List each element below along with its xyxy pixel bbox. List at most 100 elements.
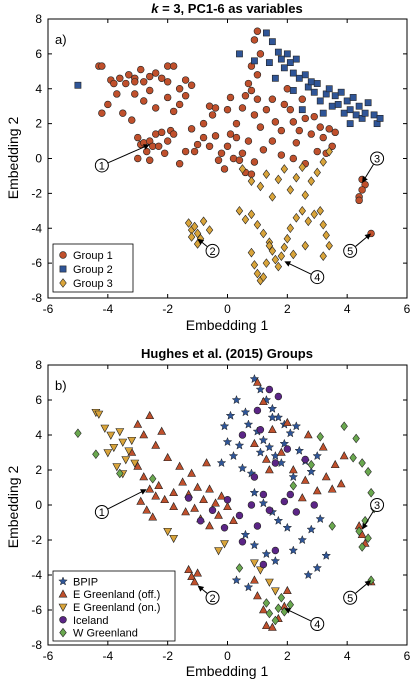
data-point [160, 149, 169, 157]
data-point [336, 479, 346, 488]
data-point [280, 497, 289, 506]
y-tick-label: 4 [35, 82, 42, 96]
data-point [301, 71, 309, 79]
data-point [279, 438, 290, 448]
data-point [280, 64, 288, 72]
data-point [325, 125, 333, 133]
panel-a-xlabel: Embedding 1 [186, 317, 269, 333]
data-point [142, 505, 152, 514]
data-point [151, 491, 161, 500]
callout-arrow-line [287, 262, 312, 275]
data-point [139, 472, 149, 481]
data-point [295, 74, 303, 82]
legend-marker [59, 265, 67, 273]
data-point [312, 486, 322, 495]
data-point [146, 86, 154, 95]
data-point [300, 475, 310, 484]
callout-circle [343, 590, 358, 605]
data-point [265, 608, 274, 619]
data-point [169, 62, 178, 70]
data-point [154, 480, 164, 490]
data-point [370, 111, 378, 119]
data-point [152, 69, 160, 77]
data-point [271, 459, 280, 467]
data-point [134, 154, 142, 163]
data-point [262, 105, 271, 114]
data-point [349, 94, 357, 101]
data-point [211, 104, 220, 112]
data-point [250, 111, 259, 119]
data-point [277, 126, 286, 135]
data-point [253, 591, 262, 600]
data-point [292, 212, 300, 223]
legend-marker [59, 278, 67, 288]
data-point [292, 139, 301, 147]
data-point [157, 74, 166, 82]
data-point [283, 85, 292, 93]
data-point [267, 622, 277, 631]
data-point [312, 562, 323, 573]
data-point [237, 463, 248, 473]
data-point [193, 140, 202, 149]
data-point [175, 461, 185, 470]
data-point [238, 431, 247, 439]
data-point [301, 240, 309, 251]
data-point [143, 147, 151, 156]
data-point [316, 123, 324, 131]
data-point [219, 421, 230, 431]
x-tick-label: 2 [284, 649, 291, 663]
data-point [306, 466, 317, 476]
data-point [146, 156, 154, 164]
x-tick-label: 4 [344, 302, 351, 316]
data-point [118, 438, 128, 447]
panel-a-title-rest: = 3, PC1-6 as variables [159, 1, 303, 16]
data-point [249, 373, 260, 384]
data-point [361, 109, 369, 117]
callout-arrow-head [284, 261, 292, 267]
panel-a-title: k = 3, PC1-6 as variables [151, 1, 302, 16]
data-point [364, 466, 372, 477]
data-point [256, 181, 265, 192]
data-point [259, 560, 268, 569]
data-point [208, 111, 217, 119]
data-point [325, 146, 333, 157]
data-point [193, 482, 202, 491]
data-point [125, 71, 133, 79]
data-point [136, 496, 146, 505]
panel-a: k = 3, PC1-6 as variables -6 -4 -2 0 2 4 6-8-6… [5, 1, 411, 333]
y-tick-label: 2 [35, 117, 42, 131]
data-point [134, 133, 142, 142]
y-tick-label: 8 [35, 12, 42, 26]
data-point [316, 206, 324, 216]
data-point [241, 92, 250, 100]
data-point [358, 458, 366, 468]
legend-entry: Group 1 [73, 250, 113, 262]
data-point [352, 433, 360, 444]
data-point [297, 534, 308, 545]
data-point [214, 156, 223, 164]
data-point [250, 438, 259, 448]
callout-circle [310, 617, 325, 631]
data-point [247, 176, 256, 186]
data-point [262, 29, 270, 37]
legend-entry: Group 3 [73, 278, 113, 290]
data-point [280, 164, 289, 174]
data-point [199, 133, 208, 142]
data-point [217, 149, 226, 157]
data-point [169, 130, 178, 138]
data-point [256, 50, 265, 58]
data-point [205, 142, 214, 150]
data-point [94, 410, 104, 419]
data-point [163, 527, 173, 537]
callout-circle [94, 505, 109, 519]
data-point [325, 240, 333, 251]
data-point [277, 151, 286, 159]
callout-number: 2 [209, 246, 215, 258]
callout-circle [343, 243, 358, 258]
data-point [291, 421, 302, 431]
data-point [160, 494, 170, 504]
data-point [223, 142, 232, 150]
data-point [187, 81, 196, 89]
data-point [267, 412, 278, 422]
data-point [367, 575, 375, 586]
